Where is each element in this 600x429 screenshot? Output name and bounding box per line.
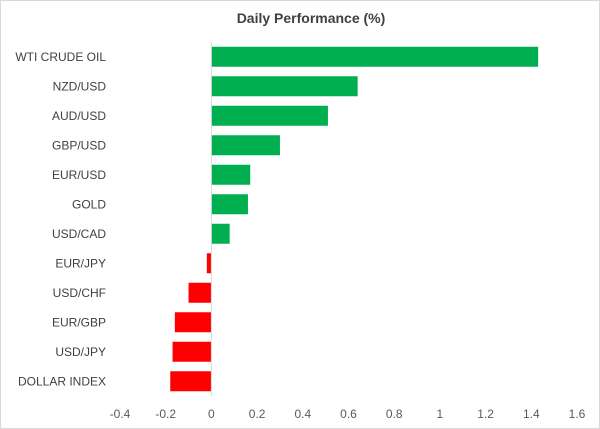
bar-usd-cad xyxy=(211,223,230,244)
category-label: EUR/USD xyxy=(52,168,106,182)
x-tick-label: 0.4 xyxy=(294,407,311,421)
category-label: WTI CRUDE OIL xyxy=(15,50,106,64)
category-label: DOLLAR INDEX xyxy=(18,374,106,388)
x-tick-label: 0.2 xyxy=(249,407,266,421)
x-tick-label: 0 xyxy=(208,407,215,421)
bar-eur-usd xyxy=(211,164,251,185)
bar-nzd-usd xyxy=(211,76,358,97)
category-label: USD/CAD xyxy=(52,227,106,241)
category-label: NZD/USD xyxy=(53,79,107,93)
bar-aud-usd xyxy=(211,105,328,126)
x-tick-labels: -0.4 -0.2 0 0.2 0.4 0.6 0.8 1 1.2 1.4 1.6 xyxy=(110,407,586,421)
bar-dollar-index xyxy=(170,371,212,392)
x-tick-label: -0.4 xyxy=(110,407,131,421)
x-tick-label: 1.6 xyxy=(569,407,586,421)
category-label: EUR/GBP xyxy=(52,315,106,329)
category-label: USD/CHF xyxy=(53,286,106,300)
bars xyxy=(170,46,539,392)
x-tick-label: 0.6 xyxy=(340,407,357,421)
category-label: EUR/JPY xyxy=(55,256,106,270)
bar-usd-chf xyxy=(188,282,212,303)
bar-eur-jpy xyxy=(206,253,212,274)
chart-title: Daily Performance (%) xyxy=(237,10,386,26)
bar-gold xyxy=(211,194,248,215)
category-label: GBP/USD xyxy=(52,138,106,152)
bar-gbp-usd xyxy=(211,135,280,156)
x-tick-label: 0.8 xyxy=(386,407,403,421)
category-labels: WTI CRUDE OIL NZD/USD AUD/USD GBP/USD EUR/US… xyxy=(15,50,106,389)
x-tick-label: -0.2 xyxy=(155,407,176,421)
category-label: USD/JPY xyxy=(55,345,106,359)
category-label: GOLD xyxy=(72,197,106,211)
category-label: AUD/USD xyxy=(52,109,106,123)
bar-usd-jpy xyxy=(172,341,212,362)
x-tick-label: 1 xyxy=(437,407,444,421)
bar-eur-gbp xyxy=(174,312,212,333)
x-tick-label: 1.2 xyxy=(477,407,494,421)
bar-wti-crude-oil xyxy=(211,46,539,67)
x-tick-label: 1.4 xyxy=(523,407,540,421)
